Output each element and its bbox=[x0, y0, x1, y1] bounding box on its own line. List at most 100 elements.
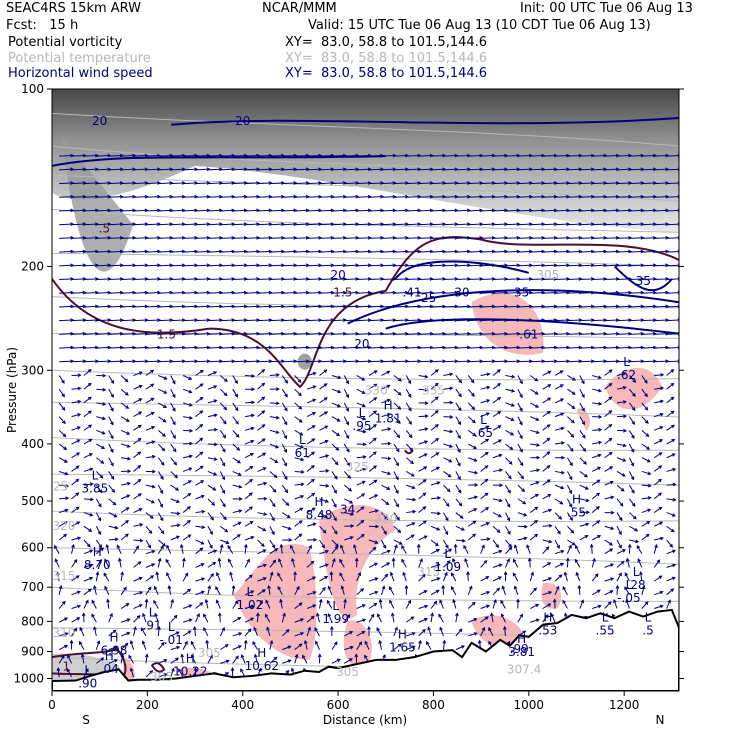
wind-vector bbox=[405, 388, 412, 398]
wind-arrowhead bbox=[76, 590, 81, 595]
wind-arrowhead bbox=[553, 359, 558, 364]
wind-vector bbox=[170, 498, 180, 503]
wind-vector bbox=[381, 360, 396, 363]
wind-vector bbox=[629, 305, 644, 308]
wind-vector bbox=[343, 484, 352, 492]
wind-arrowhead bbox=[491, 167, 496, 172]
wind-arrowhead bbox=[466, 345, 471, 350]
wind-vector bbox=[364, 641, 370, 650]
wind-arrowhead bbox=[70, 263, 75, 268]
wind-arrowhead bbox=[553, 277, 558, 281]
wind-arrowhead bbox=[285, 502, 290, 507]
wind-arrowhead bbox=[243, 263, 248, 268]
wind-vector bbox=[418, 346, 433, 349]
wind-vector bbox=[59, 237, 74, 239]
wind-vector bbox=[567, 525, 574, 534]
wind-arrowhead bbox=[280, 208, 285, 213]
wind-vector bbox=[83, 346, 98, 349]
wind-vector bbox=[108, 264, 123, 267]
wind-vector bbox=[281, 457, 287, 466]
wind-arrowhead bbox=[578, 290, 583, 295]
wind-vector bbox=[219, 498, 226, 507]
wind-arrowhead bbox=[298, 419, 303, 423]
wind-arrowhead bbox=[286, 514, 291, 519]
wind-vector bbox=[344, 292, 359, 294]
wind-vector bbox=[269, 305, 284, 308]
wind-vector bbox=[120, 533, 129, 541]
wind-vector bbox=[182, 375, 192, 380]
wind-arrowhead bbox=[311, 425, 316, 429]
wind-vector bbox=[393, 525, 401, 533]
wind-vector bbox=[220, 305, 235, 308]
wind-arrowhead bbox=[181, 208, 186, 213]
wind-arrowhead bbox=[126, 494, 131, 498]
wind-arrowhead bbox=[293, 263, 298, 268]
wind-vector bbox=[133, 438, 142, 445]
wind-arrowhead bbox=[330, 235, 335, 240]
wind-vector bbox=[393, 346, 408, 349]
wind-arrowhead bbox=[206, 153, 211, 158]
wind-vector bbox=[455, 416, 461, 425]
wind-arrowhead bbox=[218, 222, 223, 227]
wind-vector bbox=[505, 333, 520, 335]
wind-arrowhead bbox=[207, 584, 212, 590]
wind-vector bbox=[666, 168, 679, 171]
wind-arrowhead bbox=[100, 547, 105, 552]
wind-vector bbox=[492, 454, 502, 459]
wind-vector bbox=[121, 223, 136, 226]
wind-arrowhead bbox=[490, 612, 494, 617]
wind-vector bbox=[282, 659, 291, 664]
wind-arrowhead bbox=[644, 406, 649, 411]
wind-arrowhead bbox=[417, 208, 422, 213]
wind-vector bbox=[96, 416, 106, 420]
wind-arrowhead bbox=[282, 612, 286, 617]
wind-arrowhead bbox=[279, 598, 283, 603]
wind-vector bbox=[653, 544, 658, 554]
wind-arrowhead bbox=[75, 492, 80, 497]
wind-arrowhead bbox=[411, 645, 416, 649]
wind-arrowhead bbox=[312, 411, 317, 416]
wind-arrowhead bbox=[70, 290, 75, 295]
wind-vector bbox=[405, 375, 412, 384]
wind-arrowhead bbox=[144, 290, 149, 295]
wind-vector bbox=[96, 547, 104, 555]
wind-vector bbox=[331, 168, 346, 171]
wind-arrowhead bbox=[504, 359, 509, 364]
wind-arrowhead bbox=[124, 378, 129, 383]
wind-vector bbox=[555, 209, 570, 212]
wind-arrowhead bbox=[581, 394, 585, 399]
wind-vector bbox=[393, 333, 408, 335]
wind-vector bbox=[604, 548, 613, 555]
wind-vector bbox=[641, 429, 649, 437]
wind-vector bbox=[381, 399, 391, 404]
wind-arrowhead bbox=[362, 455, 367, 459]
wind-vector bbox=[319, 425, 328, 431]
wind-arrowhead bbox=[392, 194, 397, 199]
wind-arrowhead bbox=[342, 277, 347, 281]
wind-arrowhead bbox=[156, 318, 161, 322]
wind-vector bbox=[641, 346, 656, 349]
wind-vector bbox=[294, 402, 302, 410]
wind-arrowhead bbox=[61, 600, 66, 605]
wind-arrowhead bbox=[660, 386, 665, 391]
wind-arrowhead bbox=[101, 445, 106, 449]
wind-vector bbox=[294, 278, 309, 281]
wind-arrowhead bbox=[342, 359, 347, 364]
wind-arrowhead bbox=[417, 222, 422, 227]
wind-vector bbox=[542, 525, 552, 527]
wind-vector bbox=[108, 182, 123, 185]
wind-vector bbox=[369, 360, 384, 363]
wind-arrowhead bbox=[248, 492, 253, 497]
wind-vector bbox=[654, 264, 669, 267]
wind-arrowhead bbox=[243, 277, 248, 281]
wind-arrowhead bbox=[449, 415, 454, 419]
wind-arrowhead bbox=[275, 430, 280, 434]
wind-arrowhead bbox=[349, 658, 353, 662]
wind-vector bbox=[219, 627, 225, 637]
wind-arrowhead bbox=[362, 416, 367, 421]
wind-arrowhead bbox=[437, 496, 442, 500]
wind-vector bbox=[269, 250, 284, 253]
wind-arrowhead bbox=[481, 544, 485, 549]
wind-arrowhead bbox=[194, 194, 199, 199]
wind-vector bbox=[220, 644, 229, 651]
